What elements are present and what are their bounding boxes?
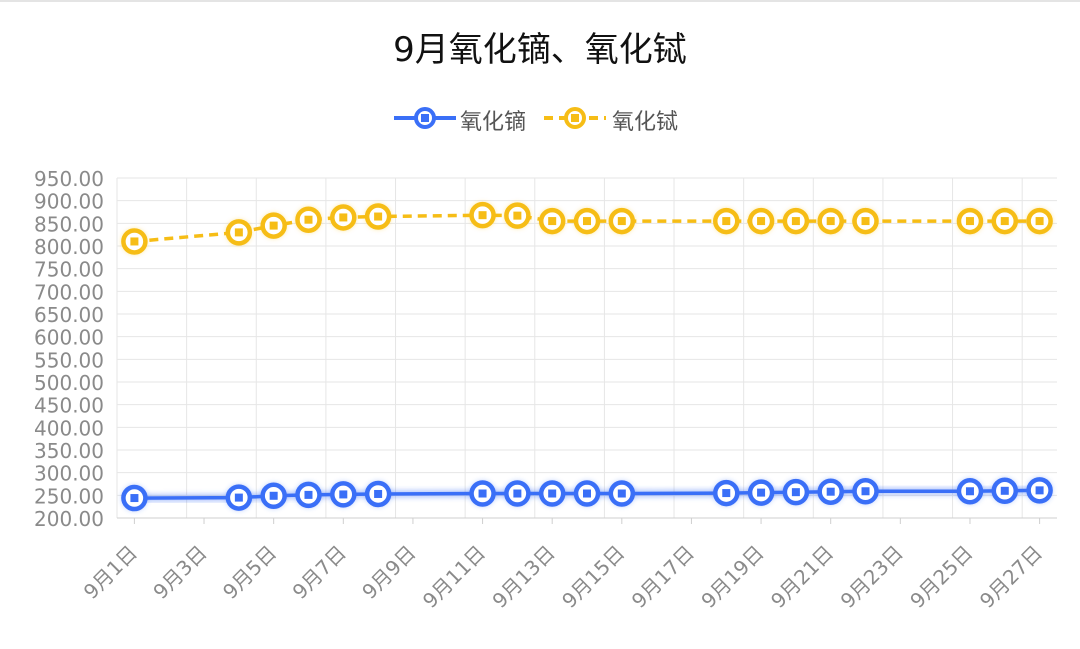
data-point-center [513,489,522,498]
series-1 [121,201,1053,255]
legend-symbol-solid-icon [394,107,456,129]
x-tick-label: 9月3日 [148,541,211,604]
y-tick-label: 750.00 [34,258,104,282]
data-point-center [374,212,383,221]
x-tick-label: 9月17日 [627,541,699,613]
data-point-center [478,489,487,498]
x-tick-label: 9月15日 [557,541,629,613]
data-point-center [722,217,731,226]
data-point-center [861,487,870,496]
data-point-center [1035,217,1044,226]
data-point-center [583,489,591,498]
data-point-center [965,217,974,226]
data-point-center [722,489,731,498]
y-tick-label: 950.00 [34,167,104,191]
grid [116,177,1057,519]
data-point-center [513,211,522,220]
data-point-center [757,488,766,497]
x-tick-label: 9月21日 [766,541,838,613]
data-point-center [791,217,800,226]
legend-symbol-dashed-icon [544,107,606,129]
x-tick-label: 9月19日 [696,541,768,613]
data-point-center [548,217,557,226]
y-tick-label: 500.00 [34,371,104,395]
legend: 氧化镝 氧化铽 [0,100,1080,136]
x-tick-label: 9月1日 [79,541,142,604]
y-tick-label: 700.00 [34,280,104,304]
data-point-center [826,217,835,226]
y-tick-label: 900.00 [34,190,104,214]
data-point-center [583,217,591,226]
data-point-center [617,489,626,498]
data-point-center [269,491,278,500]
data-point-center [304,215,313,224]
y-tick-label: 600.00 [34,326,104,350]
legend-label-terbium-oxide: 氧化铽 [612,110,679,135]
x-tick-label: 9月27日 [975,541,1047,613]
data-point-center [1000,486,1009,495]
data-point-center [617,217,626,226]
x-tick-label: 9月13日 [487,541,559,613]
x-tick-label: 9月5日 [218,541,281,604]
data-point-center [1000,217,1009,226]
data-point-center [234,493,243,502]
y-tick-label: 400.00 [34,416,104,440]
data-point-center [304,490,313,499]
data-point-center [130,494,139,503]
legend-item-dysprosium-oxide[interactable]: 氧化镝 [392,100,542,136]
data-point-center [791,488,800,497]
data-point-center [234,228,243,237]
y-tick-label: 850.00 [34,212,104,236]
data-point-center [757,217,766,226]
data-point-center [548,489,557,498]
data-point-center [339,490,348,499]
y-tick-label: 350.00 [34,439,104,463]
x-tick-label: 9月9日 [357,541,420,604]
x-tick-label: 9月25日 [905,541,977,613]
x-tick-label: 9月11日 [418,541,490,613]
top-border [0,0,1080,2]
y-tick-label: 650.00 [34,303,104,327]
data-point-center [861,217,870,226]
data-point-center [374,489,383,498]
series-0 [121,477,1053,512]
chart-title: 9月氧化镝、氧化铽 [393,30,687,70]
y-tick-label: 300.00 [34,462,104,486]
data-point-center [269,221,278,230]
y-tick-label: 450.00 [34,394,104,418]
data-point-center [339,213,348,222]
x-tick-label: 9月23日 [836,541,908,613]
data-point-center [965,487,974,496]
legend-label-dysprosium-oxide: 氧化镝 [460,110,527,135]
legend-item-terbium-oxide[interactable]: 氧化铽 [542,100,702,136]
y-tick-label: 250.00 [34,484,104,508]
data-point-center [826,487,835,496]
y-tick-label: 800.00 [34,235,104,259]
data-point-center [1035,486,1044,495]
x-tick-label: 9月7日 [288,541,351,604]
y-tick-label: 550.00 [34,348,104,372]
y-tick-label: 200.00 [34,507,104,531]
data-point-center [130,237,139,246]
data-point-center [478,211,487,220]
